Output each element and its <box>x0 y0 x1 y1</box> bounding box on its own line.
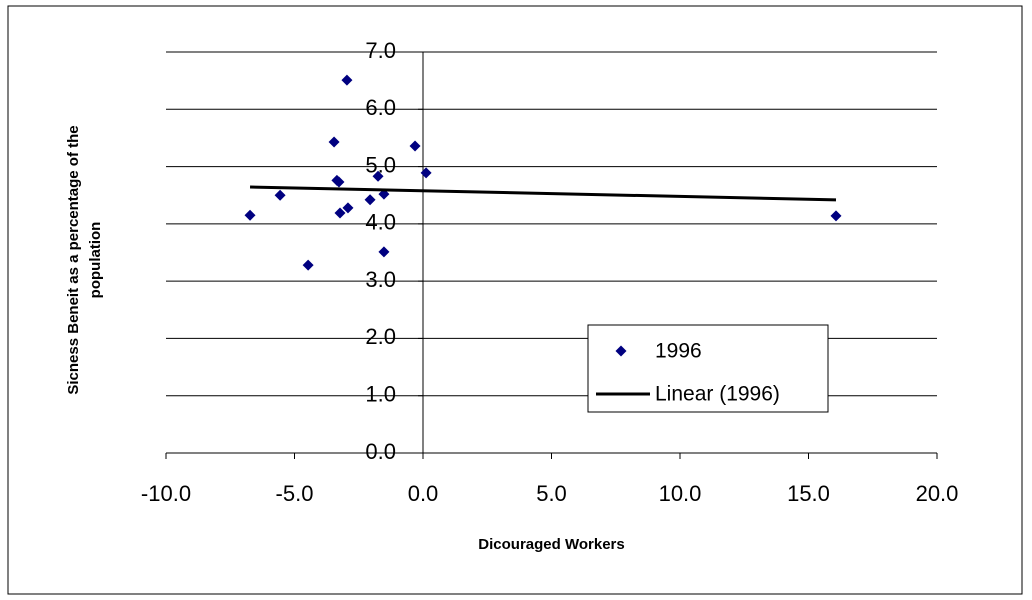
y-tick-label: 7.0 <box>365 38 396 63</box>
y-axis-title: Sicness Beneit as a percentage of the <box>65 125 82 394</box>
point <box>244 209 256 221</box>
point <box>830 210 842 222</box>
point <box>409 140 421 152</box>
y-tick-label: 2.0 <box>365 324 396 349</box>
y-tick-label: 3.0 <box>365 267 396 292</box>
x-axis-title: Dicouraged Workers <box>478 536 624 553</box>
point <box>328 136 340 148</box>
x-tick-label: 15.0 <box>787 481 830 506</box>
x-tick-label: -10.0 <box>141 481 191 506</box>
point <box>372 170 384 182</box>
y-axis-title: population <box>87 222 104 299</box>
legend-marker <box>615 345 627 357</box>
x-tick-label: 10.0 <box>659 481 702 506</box>
legend-label: 1996 <box>655 340 702 363</box>
point <box>420 167 432 179</box>
point <box>378 246 390 258</box>
point <box>364 194 376 206</box>
trendline <box>250 185 837 202</box>
point <box>334 207 346 219</box>
x-tick-label: -5.0 <box>276 481 314 506</box>
x-tick-label: 20.0 <box>916 481 959 506</box>
y-tick-label: 5.0 <box>365 152 396 177</box>
x-tick-label: 0.0 <box>408 481 439 506</box>
point <box>274 189 286 201</box>
legend-label: Linear (1996) <box>655 383 780 406</box>
y-tick-label: 4.0 <box>365 210 396 235</box>
y-tick-label: 1.0 <box>365 382 396 407</box>
y-tick-label: 6.0 <box>365 95 396 120</box>
point <box>302 259 314 271</box>
chart-frame <box>7 5 1023 595</box>
point <box>341 74 353 86</box>
x-tick-label: 5.0 <box>536 481 567 506</box>
point <box>333 176 345 188</box>
legend-box <box>587 324 829 413</box>
y-tick-label: 0.0 <box>365 439 396 464</box>
point <box>342 202 354 214</box>
